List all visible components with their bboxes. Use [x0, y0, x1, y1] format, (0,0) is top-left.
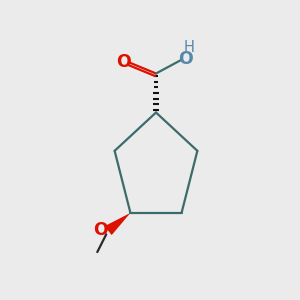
Text: H: H	[184, 40, 195, 55]
Text: O: O	[116, 53, 130, 71]
Polygon shape	[105, 213, 130, 235]
Text: O: O	[94, 221, 108, 239]
Text: O: O	[178, 50, 193, 68]
